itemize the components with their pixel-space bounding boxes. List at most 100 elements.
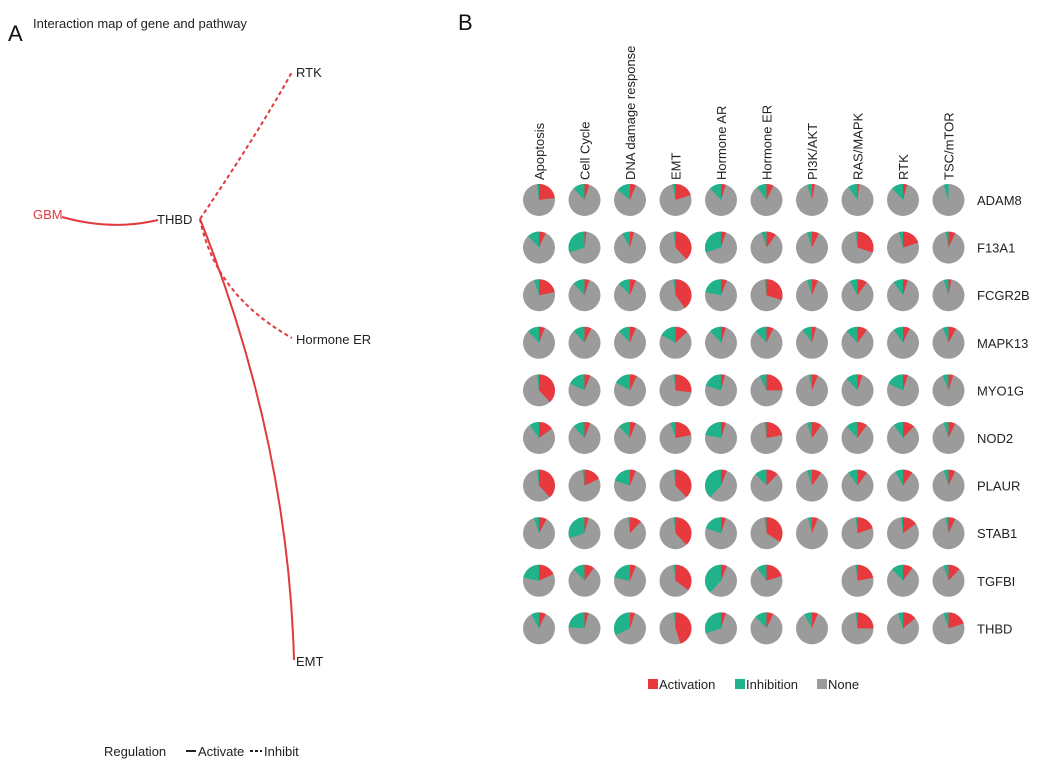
column-label-emt: EMT <box>669 153 684 181</box>
pie-stab1-pi3k-akt <box>796 517 828 550</box>
pie-slice-inhibition <box>759 374 767 391</box>
column-label-rtk: RTK <box>896 154 911 180</box>
pie-plaur-hormone-er <box>750 469 783 502</box>
regulation-legend: Regulation Activate Inhibit <box>104 744 299 759</box>
column-label-apoptosis: Apoptosis <box>532 122 547 180</box>
pie-myo1g-cell-cycle <box>568 374 601 407</box>
pie-stab1-emt <box>659 517 692 550</box>
pie-tgfbi-emt <box>659 564 692 597</box>
edge-thbd-hormone-er <box>199 218 293 339</box>
pie-slice-activation <box>948 517 956 534</box>
pie-adam8-pi3k-akt <box>796 183 828 216</box>
pie-thbd-dna-damage-response <box>613 612 646 645</box>
panel-a-title: Interaction map of gene and pathway <box>33 16 247 31</box>
pie-adam8-cell-cycle <box>568 184 601 216</box>
pie-slice-inhibition <box>757 564 767 581</box>
pie-slice-inhibition <box>536 469 539 486</box>
pie-thbd-hormone-ar <box>704 612 737 645</box>
pie-slice-inhibition <box>614 469 630 486</box>
pie-slice-activation <box>721 326 726 343</box>
pie-slice-activation <box>584 517 589 534</box>
pie-slice-activation <box>630 421 636 438</box>
pie-slice-inhibition <box>898 612 903 629</box>
pie-slice-activation <box>675 326 688 343</box>
legend-none: None <box>828 677 859 692</box>
pie-thbd-rtk <box>887 612 919 645</box>
pie-adam8-ras-mapk <box>841 184 874 216</box>
pie-slice-activation <box>857 231 874 253</box>
pie-slice-inhibition <box>893 279 903 296</box>
pie-slice-inhibition <box>855 517 858 534</box>
pie-nod2-dna-damage-response <box>614 421 646 454</box>
pie-fcgr2b-apoptosis <box>523 279 555 312</box>
pie-slice-activation <box>630 564 636 581</box>
pie-slice-inhibition <box>764 422 767 438</box>
pie-thbd-apoptosis <box>523 612 555 645</box>
column-label-dna-damage-response: DNA damage response <box>623 46 638 180</box>
legend-inhibition: Inhibition <box>746 677 798 692</box>
pie-slice-inhibition <box>849 279 858 296</box>
pie-myo1g-apoptosis <box>523 374 555 407</box>
column-label-cell-cycle: Cell Cycle <box>578 121 593 180</box>
pie-slice-activation <box>903 469 913 486</box>
pie-slice-activation <box>857 374 863 391</box>
pie-slice-activation <box>857 184 860 200</box>
pie-slice-inhibition <box>943 279 949 296</box>
pie-slice-activation <box>812 469 822 486</box>
pie-fcgr2b-emt <box>659 279 692 312</box>
pie-slice-inhibition <box>807 469 812 486</box>
pie-slice-activation <box>721 279 727 296</box>
pie-thbd-hormone-er <box>750 612 783 645</box>
pie-slice-inhibition <box>673 612 676 629</box>
pie-slice-activation <box>812 517 818 534</box>
pie-slice-activation <box>539 422 552 438</box>
pie-slice-inhibition <box>528 326 539 343</box>
pie-slice-activation <box>539 517 547 534</box>
pie-f13a1-ras-mapk <box>841 231 874 264</box>
pie-slice-activation <box>539 326 545 343</box>
row-label-nod2: NOD2 <box>977 431 1013 446</box>
pie-slice-inhibition <box>531 612 539 629</box>
regulation-legend-title: Regulation <box>104 744 166 759</box>
pie-slice-activation <box>812 612 818 629</box>
pie-stab1-hormone-ar <box>705 517 737 550</box>
pie-slice-activation <box>539 231 546 248</box>
pie-plaur-pi3k-akt <box>796 469 828 502</box>
pie-slice-activation <box>766 469 778 486</box>
pie-slice-activation <box>539 469 555 498</box>
pie-stab1-rtk <box>887 517 919 550</box>
pie-plaur-rtk <box>887 469 919 502</box>
pie-slice-activation <box>675 612 692 644</box>
pie-slice-inhibition <box>943 564 949 581</box>
pie-grid <box>523 183 965 645</box>
pie-myo1g-dna-damage-response <box>614 374 646 407</box>
pie-stab1-tsc-mtor <box>932 517 965 550</box>
panel-b: B Apoptosis Cell Cycle DNA damage response… <box>458 10 1030 692</box>
pie-slice-activation <box>812 183 815 200</box>
row-label-fcgr2b: FCGR2B <box>977 288 1030 303</box>
pie-slice-activation <box>948 374 954 391</box>
pie-mapk13-hormone-er <box>750 326 783 359</box>
pie-slice-activation <box>948 612 964 629</box>
pie-myo1g-ras-mapk <box>841 374 874 407</box>
pie-fcgr2b-hormone-er <box>750 279 783 312</box>
pie-slice-inhibition <box>673 517 676 534</box>
pie-slice-activation <box>903 517 916 534</box>
pie-slice-activation <box>903 612 916 629</box>
pie-slice-inhibition <box>529 422 539 438</box>
pie-slice-activation <box>630 184 636 200</box>
pie-slice-activation <box>948 279 952 296</box>
pie-plaur-tsc-mtor <box>932 469 965 502</box>
pie-adam8-tsc-mtor <box>932 184 965 216</box>
pie-slice-inhibition <box>528 231 539 248</box>
pie-slice-activation <box>766 517 783 542</box>
row-label-thbd: THBD <box>977 621 1012 636</box>
pie-tgfbi-cell-cycle <box>568 564 601 597</box>
row-label-mapk13: MAPK13 <box>977 336 1028 351</box>
pie-thbd-cell-cycle <box>568 612 601 645</box>
pie-slice-activation <box>766 184 774 200</box>
pie-nod2-tsc-mtor <box>932 422 965 454</box>
pie-myo1g-tsc-mtor <box>932 374 965 407</box>
pie-slice-inhibition <box>888 374 903 391</box>
